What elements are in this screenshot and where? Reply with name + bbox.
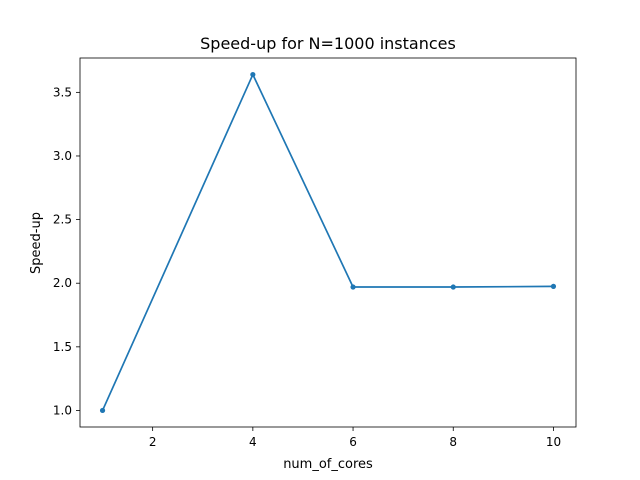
y-tick-label: 2.5 (53, 213, 72, 227)
x-tick-label: 10 (546, 435, 561, 449)
x-tick-label: 4 (249, 435, 257, 449)
x-tick-label: 6 (349, 435, 357, 449)
chart-title: Speed-up for N=1000 instances (200, 34, 456, 53)
data-point (250, 71, 256, 78)
y-tick-label: 1.0 (53, 403, 72, 417)
axes-frame (79, 57, 577, 428)
y-tick-label: 1.5 (53, 340, 72, 354)
x-tick-label: 2 (149, 435, 157, 449)
data-point (450, 284, 456, 290)
x-axis-label: num_of_cores (283, 457, 373, 472)
data-point (550, 283, 557, 289)
y-tick-label: 3.0 (53, 149, 72, 163)
plot-area: 2 4 6 8 10 1.0 1.5 2.0 2.5 3.0 3.5 (53, 57, 577, 449)
y-axis-label: Speed-up (29, 212, 44, 274)
y-tick-label: 2.0 (53, 276, 72, 290)
y-tick-label: 3.5 (53, 85, 72, 99)
data-point (350, 284, 356, 290)
x-tick-label: 8 (449, 435, 457, 449)
data-point (99, 407, 106, 414)
